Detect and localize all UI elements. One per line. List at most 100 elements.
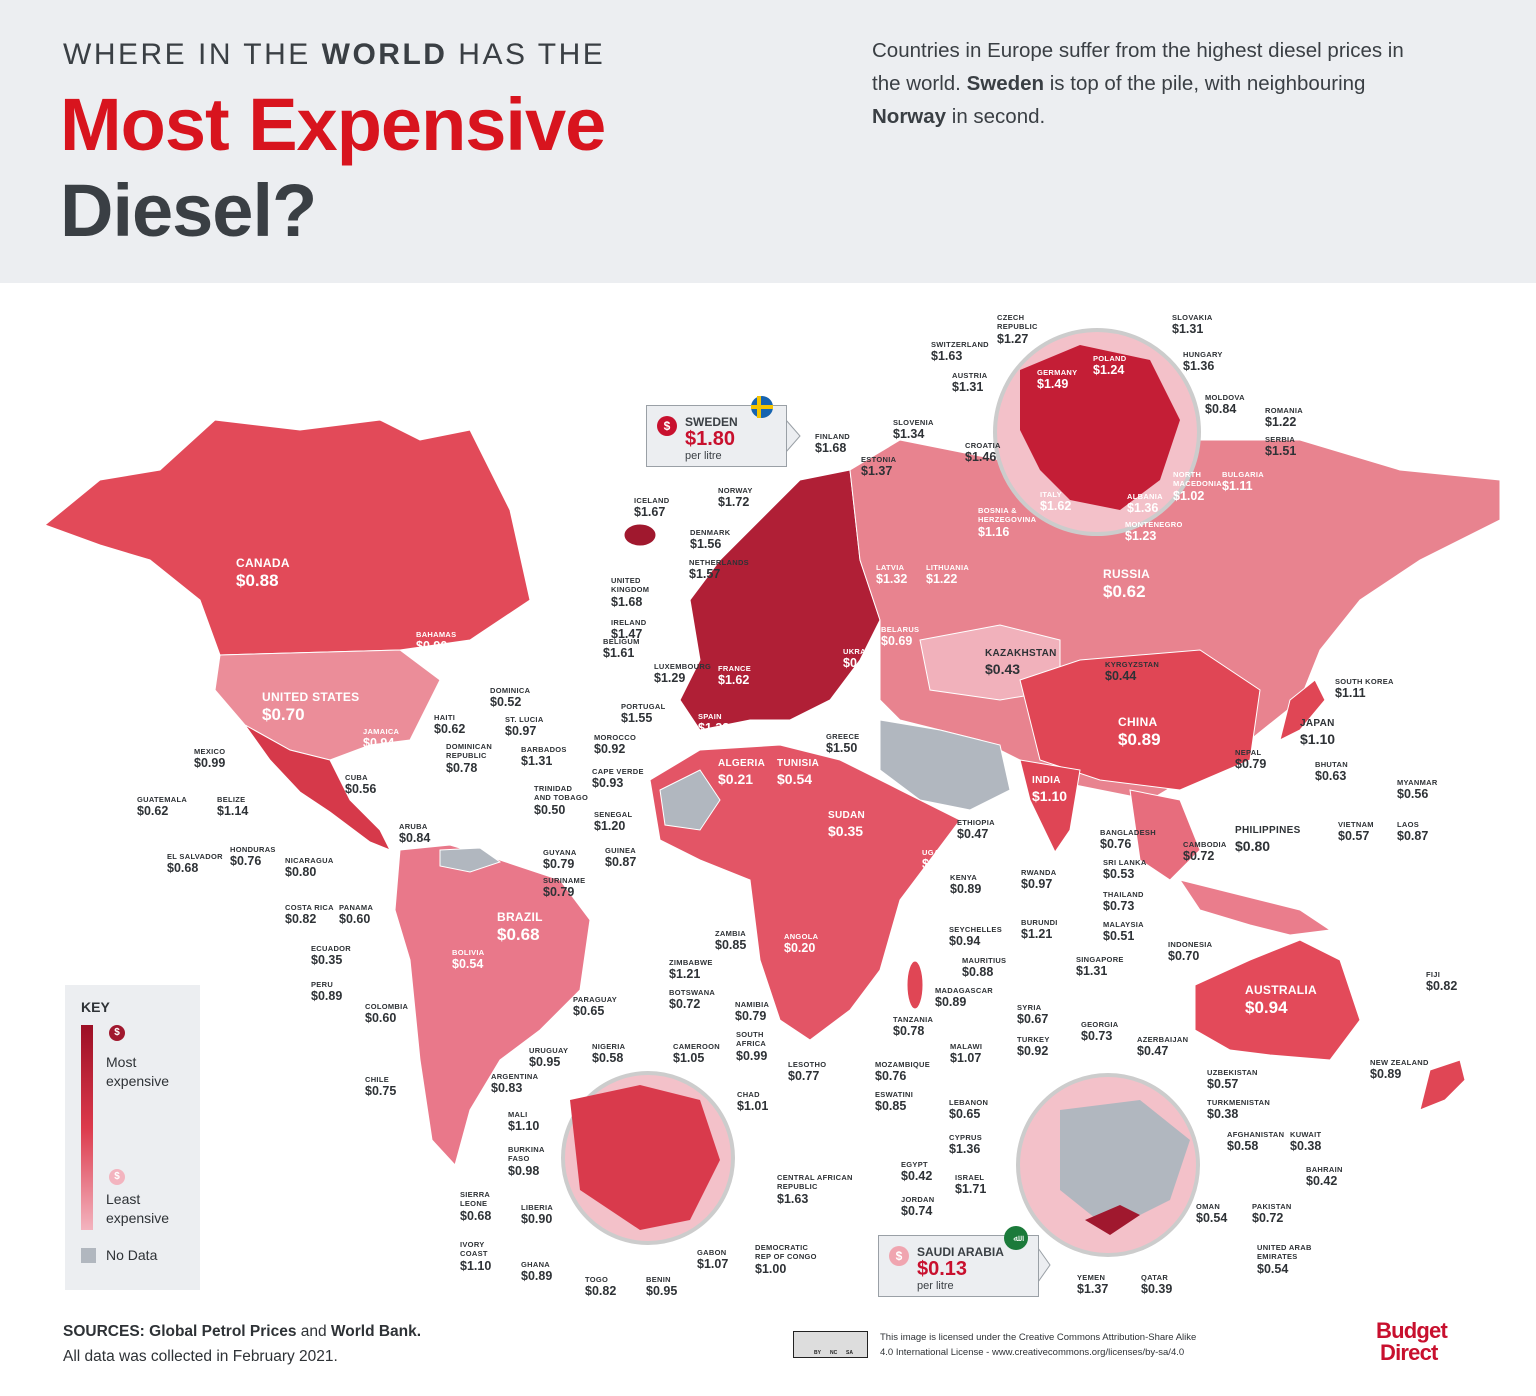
country-label: CHINA $0.89 [1118, 715, 1161, 749]
country-label: UGANDA $1.00 [922, 848, 957, 872]
callout-name: SAUDI ARABIA [917, 1245, 1004, 1259]
logo-text: Direct [1380, 1340, 1438, 1365]
country-label: LUXEMBOURG $1.29 [654, 662, 711, 686]
country-name: YEMEN [1077, 1273, 1106, 1282]
sweden-flag [751, 396, 773, 418]
country-price: $0.94 [363, 736, 395, 751]
arrow [1037, 1246, 1051, 1284]
country-price: $1.22 [1265, 415, 1297, 430]
country-name: NIGERIA [592, 1042, 626, 1051]
country-label: ZIMBABWE $1.21 [669, 958, 713, 982]
icon: $ [889, 1246, 909, 1266]
country-label: CZECH REPUBLIC $1.27 [997, 313, 1038, 346]
country-label: BELARUS $0.69 [881, 625, 919, 649]
callout-unit: per litre [917, 1280, 954, 1292]
country-name: NETHERLANDS [689, 558, 749, 567]
guianas [439, 847, 502, 873]
country-name: KUWAIT [1290, 1130, 1322, 1139]
country-label: UNITED ARAB EMIRATES $0.54 [1257, 1243, 1312, 1276]
country-name: ZAMBIA [715, 929, 746, 938]
icon: $ [657, 416, 677, 436]
country-name: COSTA RICA [285, 903, 334, 912]
country-price: $0.68 [497, 925, 540, 944]
country-price: $0.95 [646, 1284, 678, 1299]
usa [214, 649, 441, 761]
country-price: $1.00 [755, 1261, 787, 1276]
country-name: ESTONIA [861, 455, 897, 464]
country-label: HAITI $0.62 [434, 713, 465, 737]
key-no-data-swatch [81, 1248, 96, 1263]
country-label: AUSTRALIA $0.94 [1245, 983, 1317, 1017]
country-name: URUGUAY [529, 1046, 569, 1055]
title-emphasis: WORLD [321, 38, 448, 71]
country-price: $0.97 [1021, 877, 1053, 892]
country-price: $1.01 [737, 1099, 769, 1114]
country-label: DEMOCRATIC REP OF CONGO $1.00 [755, 1243, 817, 1276]
intro-text: Countries in Europe suffer from the high… [872, 39, 1404, 95]
country-label: SOUTH KOREA $1.11 [1335, 677, 1394, 701]
country-price: $0.53 [1103, 867, 1135, 882]
country-price: $0.92 [1017, 1044, 1049, 1059]
country-name: BOSNIA & HERZEGOVINA [978, 506, 1037, 525]
country-label: GUATEMALA $0.62 [137, 795, 187, 819]
country-price: $1.02 [1173, 488, 1205, 503]
country-name: NEW ZEALAND [1370, 1058, 1429, 1067]
key-gradient [81, 1025, 93, 1230]
country-label: ESWATINI $0.85 [875, 1090, 913, 1114]
country-price: $0.42 [1306, 1174, 1338, 1189]
country-label: MALAYSIA $0.51 [1103, 920, 1144, 944]
title-main: Most Expensive [60, 83, 606, 166]
country-label: BELIZE $1.14 [217, 795, 248, 819]
country-name: NORWAY [718, 486, 753, 495]
country-price: $1.21 [669, 967, 701, 982]
country-price: $1.62 [1040, 499, 1072, 514]
country-label: SOUTH AFRICA $0.99 [736, 1030, 767, 1063]
country-name: ANGOLA [784, 932, 819, 941]
key-no-data: No Data [106, 1247, 158, 1263]
country-name: GUINEA [605, 846, 636, 855]
country-name: BENIN [646, 1275, 671, 1284]
country-price: $0.99 [194, 756, 226, 771]
country-label: PERU $0.89 [311, 980, 342, 1004]
country-name: CHINA [1118, 715, 1158, 729]
country-label: EGYPT $0.42 [901, 1160, 932, 1184]
intro-text: is top of the pile, with neighbouring [1044, 72, 1366, 95]
country-label: UNITED STATES $0.70 [262, 690, 359, 724]
country-name: MYANMAR [1397, 778, 1438, 787]
country-name: GHANA [521, 1260, 550, 1269]
country-price: $1.55 [621, 711, 653, 726]
sources-label: SOURCES: [63, 1323, 145, 1340]
country-name: ALBANIA [1127, 492, 1163, 501]
country-price: $1.57 [689, 567, 721, 582]
india [1019, 759, 1081, 853]
country-price: $0.85 [875, 1099, 907, 1114]
intro-text: Norway [872, 105, 947, 128]
country-price: $0.82 [1426, 979, 1458, 994]
country-label: HUNGARY $1.36 [1183, 350, 1223, 374]
country-price: $1.10 [508, 1119, 540, 1134]
canada [44, 419, 531, 656]
country-price: $0.65 [573, 1004, 605, 1019]
country-price: $0.60 [365, 1011, 397, 1026]
country-price: $0.80 [285, 865, 317, 880]
country-label: GUYANA $0.79 [543, 848, 577, 872]
country-name: MAURITIUS [962, 956, 1007, 965]
europe-inset-land [1020, 345, 1180, 510]
country-label: KAZAKHSTAN $0.43 [985, 648, 1057, 676]
country-label: CHAD $1.01 [737, 1090, 768, 1114]
country-label: BOSNIA & HERZEGOVINA $1.16 [978, 506, 1036, 539]
russia-asia [849, 429, 1501, 801]
country-label: AFGHANISTAN $0.58 [1227, 1130, 1284, 1154]
callout-arrows [785, 418, 1051, 1284]
intro-text: Sweden [966, 72, 1045, 95]
country-label: ARUBA $0.84 [399, 822, 430, 846]
title-line: WHERE IN THE WORLD HAS THE [63, 38, 605, 72]
country-price: $1.14 [217, 804, 249, 819]
country-name: TANZANIA [893, 1015, 934, 1024]
country-label: SENEGAL $1.20 [594, 810, 632, 834]
country-name: BELIZE [217, 795, 246, 804]
country-name: MALI [508, 1110, 528, 1119]
country-name: ISRAEL [955, 1173, 985, 1182]
country-name: GUYANA [543, 848, 577, 857]
madagascar [906, 960, 924, 1010]
